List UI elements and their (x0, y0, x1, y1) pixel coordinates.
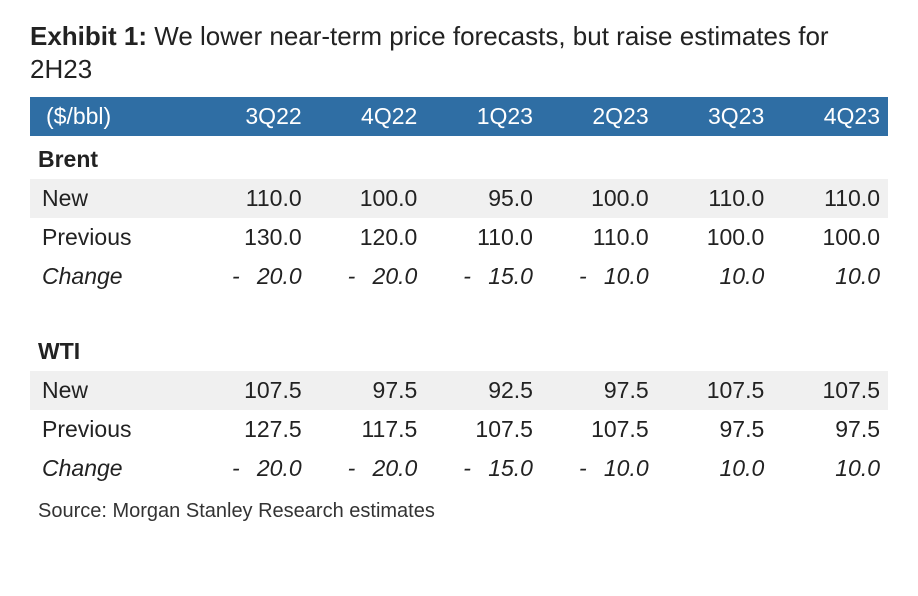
unit-header: ($/bbl) (30, 97, 194, 136)
value-cell: 97.5 (310, 371, 426, 410)
table-row: New107.597.592.597.5107.5107.5 (30, 371, 888, 410)
exhibit-title: Exhibit 1: We lower near-term price fore… (30, 20, 888, 85)
change-value: 10.0 (832, 263, 880, 290)
change-value: 10.0 (601, 263, 649, 290)
table-row: New110.0100.095.0100.0110.0110.0 (30, 179, 888, 218)
row-label: New (30, 179, 194, 218)
section-label: WTI (30, 328, 888, 371)
row-label: Previous (30, 218, 194, 257)
change-cell: 10.0 (657, 257, 773, 296)
col-header: 4Q22 (310, 97, 426, 136)
change-value: 10.0 (716, 455, 764, 482)
change-sign: - (345, 455, 355, 482)
value-cell: 100.0 (541, 179, 657, 218)
value-cell: 97.5 (541, 371, 657, 410)
col-header: 2Q23 (541, 97, 657, 136)
value-cell: 107.5 (425, 410, 541, 449)
change-value: 20.0 (254, 455, 302, 482)
value-cell: 107.5 (657, 371, 773, 410)
col-header: 4Q23 (772, 97, 888, 136)
change-value: 20.0 (369, 263, 417, 290)
value-cell: 120.0 (310, 218, 426, 257)
value-cell: 107.5 (772, 371, 888, 410)
value-cell: 95.0 (425, 179, 541, 218)
value-cell: 97.5 (657, 410, 773, 449)
table-row: Previous130.0120.0110.0110.0100.0100.0 (30, 218, 888, 257)
change-value: 15.0 (485, 263, 533, 290)
change-cell: -20.0 (310, 449, 426, 488)
change-cell: -20.0 (310, 257, 426, 296)
change-cell: 10.0 (657, 449, 773, 488)
section-header: WTI (30, 328, 888, 371)
change-cell: -15.0 (425, 449, 541, 488)
change-cell: 10.0 (772, 449, 888, 488)
value-cell: 100.0 (657, 218, 773, 257)
value-cell: 130.0 (194, 218, 310, 257)
value-cell: 127.5 (194, 410, 310, 449)
change-sign: - (461, 263, 471, 290)
change-cell: -10.0 (541, 449, 657, 488)
row-label: New (30, 371, 194, 410)
value-cell: 107.5 (541, 410, 657, 449)
table-header-row: ($/bbl) 3Q22 4Q22 1Q23 2Q23 3Q23 4Q23 (30, 97, 888, 136)
change-sign: - (461, 455, 471, 482)
row-label: Previous (30, 410, 194, 449)
change-sign: - (345, 263, 355, 290)
value-cell: 110.0 (541, 218, 657, 257)
change-sign: - (230, 455, 240, 482)
spacer-row (30, 296, 888, 328)
col-header: 1Q23 (425, 97, 541, 136)
col-header: 3Q22 (194, 97, 310, 136)
value-cell: 117.5 (310, 410, 426, 449)
value-cell: 107.5 (194, 371, 310, 410)
value-cell: 100.0 (310, 179, 426, 218)
exhibit-label: Exhibit 1: (30, 21, 147, 51)
forecast-table: ($/bbl) 3Q22 4Q22 1Q23 2Q23 3Q23 4Q23 Br… (30, 97, 888, 488)
value-cell: 110.0 (194, 179, 310, 218)
change-cell: -15.0 (425, 257, 541, 296)
change-value: 10.0 (716, 263, 764, 290)
change-sign: - (577, 263, 587, 290)
section-label: Brent (30, 136, 888, 179)
change-value: 20.0 (369, 455, 417, 482)
change-value: 15.0 (485, 455, 533, 482)
change-cell: 10.0 (772, 257, 888, 296)
value-cell: 110.0 (772, 179, 888, 218)
change-row: Change-20.0-20.0-15.0-10.010.010.0 (30, 449, 888, 488)
change-cell: -10.0 (541, 257, 657, 296)
section-header: Brent (30, 136, 888, 179)
change-sign: - (577, 455, 587, 482)
col-header: 3Q23 (657, 97, 773, 136)
exhibit-title-text: We lower near-term price forecasts, but … (30, 21, 829, 84)
change-cell: -20.0 (194, 257, 310, 296)
change-label: Change (30, 449, 194, 488)
change-cell: -20.0 (194, 449, 310, 488)
value-cell: 110.0 (425, 218, 541, 257)
change-value: 10.0 (601, 455, 649, 482)
value-cell: 110.0 (657, 179, 773, 218)
source-note: Source: Morgan Stanley Research estimate… (30, 500, 888, 523)
change-sign: - (230, 263, 240, 290)
value-cell: 100.0 (772, 218, 888, 257)
table-row: Previous127.5117.5107.5107.597.597.5 (30, 410, 888, 449)
change-label: Change (30, 257, 194, 296)
change-value: 10.0 (832, 455, 880, 482)
value-cell: 97.5 (772, 410, 888, 449)
change-value: 20.0 (254, 263, 302, 290)
value-cell: 92.5 (425, 371, 541, 410)
change-row: Change-20.0-20.0-15.0-10.010.010.0 (30, 257, 888, 296)
